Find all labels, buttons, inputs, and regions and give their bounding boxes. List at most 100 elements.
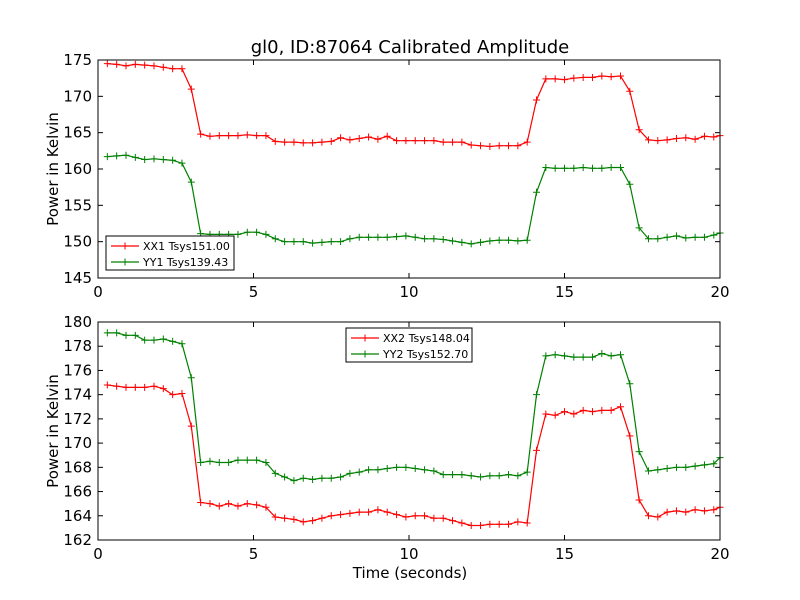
data-point — [159, 63, 167, 71]
data-point — [626, 180, 634, 188]
data-point — [187, 374, 195, 382]
x-tick-label: 15 — [555, 545, 574, 563]
y-tick-label: 178 — [63, 337, 92, 355]
data-point — [150, 62, 158, 70]
x-tick-label: 20 — [710, 283, 729, 301]
data-point — [262, 132, 270, 140]
data-point — [514, 142, 522, 150]
data-point — [477, 238, 485, 246]
data-point — [141, 383, 149, 391]
data-point — [253, 228, 261, 236]
data-point — [672, 134, 680, 142]
data-point — [271, 469, 279, 477]
data-point — [644, 467, 652, 475]
data-point — [318, 514, 326, 522]
data-point — [635, 448, 643, 456]
data-point — [141, 336, 149, 344]
y-tick-label: 170 — [63, 87, 92, 105]
y-axis-label: Power in Kelvin — [44, 374, 62, 488]
data-point — [626, 432, 634, 440]
data-point — [225, 500, 233, 508]
data-point — [486, 237, 494, 245]
data-point — [421, 137, 429, 145]
data-point — [588, 408, 596, 416]
data-point — [243, 500, 251, 508]
data-point — [644, 235, 652, 243]
data-point — [551, 75, 559, 83]
data-point — [178, 340, 186, 348]
data-point — [654, 235, 662, 243]
data-point — [215, 132, 223, 140]
data-point — [523, 519, 531, 527]
data-point — [113, 382, 121, 390]
data-point — [365, 466, 373, 474]
data-point — [710, 460, 718, 468]
data-point — [327, 238, 335, 246]
data-point — [654, 513, 662, 521]
data-point — [607, 352, 615, 360]
data-point — [290, 477, 298, 485]
data-point — [402, 513, 410, 521]
data-point — [551, 351, 559, 359]
data-point — [365, 233, 373, 241]
data-point — [393, 511, 401, 519]
legend-entry: YY2 Tsys152.70 — [382, 348, 468, 361]
data-point — [243, 131, 251, 139]
data-point — [533, 96, 541, 104]
data-point — [551, 411, 559, 419]
data-point — [616, 72, 624, 80]
data-point — [533, 446, 541, 454]
bottom-panel: 0 5 10 15 20 162 164 166 168 170 172 174 176 178 180 Po… — [44, 313, 730, 563]
data-point — [365, 133, 373, 141]
legend-entry: YY1 Tsys139.43 — [142, 256, 228, 269]
data-point — [598, 406, 606, 414]
data-point — [449, 237, 457, 245]
data-point — [411, 465, 419, 473]
data-point — [682, 134, 690, 142]
x-tick-label: 0 — [93, 545, 103, 563]
data-point — [169, 391, 177, 399]
data-point — [383, 132, 391, 140]
data-point — [486, 472, 494, 480]
data-point — [113, 152, 121, 160]
data-point — [309, 517, 317, 525]
data-point — [616, 351, 624, 359]
data-point — [495, 142, 503, 150]
data-point — [318, 238, 326, 246]
data-point — [393, 463, 401, 471]
data-point — [626, 380, 634, 388]
y-tick-label: 168 — [63, 458, 92, 476]
data-point — [505, 520, 513, 528]
y-tick-label: 175 — [63, 51, 92, 69]
data-point — [467, 521, 475, 529]
data-point — [598, 164, 606, 172]
data-point — [691, 506, 699, 514]
data-point — [495, 520, 503, 528]
legend-marker — [361, 350, 369, 358]
data-point — [682, 463, 690, 471]
x-tick-label: 10 — [399, 545, 418, 563]
data-point — [635, 126, 643, 134]
data-point — [644, 512, 652, 520]
data-point — [710, 133, 718, 141]
data-point — [374, 233, 382, 241]
data-point — [178, 389, 186, 397]
data-point — [337, 238, 345, 246]
data-point — [663, 508, 671, 516]
x-tick-label: 10 — [399, 283, 418, 301]
data-point — [197, 498, 205, 506]
data-point — [430, 514, 438, 522]
data-point — [355, 508, 363, 516]
data-point — [234, 456, 242, 464]
data-point — [449, 138, 457, 146]
data-point — [131, 383, 139, 391]
y-tick-label: 172 — [63, 410, 92, 428]
data-point — [607, 406, 615, 414]
data-point — [197, 458, 205, 466]
data-point — [103, 60, 111, 68]
data-point — [299, 474, 307, 482]
data-point — [421, 235, 429, 243]
data-point — [700, 461, 708, 469]
data-point — [122, 383, 130, 391]
data-point — [122, 331, 130, 339]
